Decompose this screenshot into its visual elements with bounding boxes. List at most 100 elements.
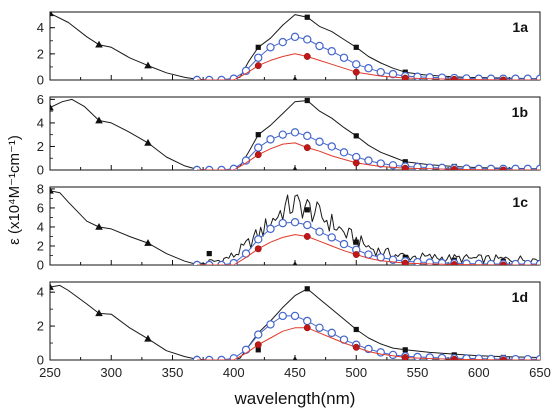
y-tick-label: 2: [37, 238, 44, 253]
y-tick-label: 0: [37, 163, 44, 178]
marker-open-circle: [376, 67, 385, 77]
marker-open-circle: [511, 259, 520, 265]
y-tick-label: 6: [37, 200, 44, 215]
marker-open-circle: [511, 354, 520, 360]
marker-open-circle: [413, 162, 422, 170]
marker-filled-circle: [303, 144, 311, 152]
marker-square: [402, 347, 408, 353]
y-tick-label: 4: [37, 285, 44, 300]
y-axis-title: ε (x10⁴M⁻¹cm⁻¹): [6, 135, 23, 245]
marker-open-circle: [339, 239, 349, 249]
marker-open-circle: [254, 143, 263, 152]
marker-filled-circle: [352, 68, 360, 76]
marker-open-circle: [535, 354, 540, 360]
marker-filled-circle: [303, 324, 311, 332]
marker-open-circle: [486, 74, 496, 80]
panel-1c: 0 2 4 6 8 1c: [37, 181, 541, 273]
marker-open-circle: [315, 137, 324, 146]
marker-open-circle: [254, 53, 263, 62]
marker-open-circle: [303, 316, 312, 326]
marker-open-circle: [364, 156, 373, 165]
marker-open-circle: [327, 142, 336, 151]
marker-open-circle: [205, 75, 214, 80]
y-tick-label: 8: [37, 181, 44, 196]
marker-open-circle: [535, 259, 540, 265]
marker-filled-circle: [352, 251, 360, 258]
panel-1b: 0 2 4 6 1b: [37, 92, 541, 178]
marker-triangle: [292, 356, 298, 360]
marker-open-circle: [266, 135, 275, 144]
marker-triangle: [50, 12, 54, 17]
x-tick-label: 250: [39, 365, 61, 380]
marker-filled-circle: [401, 259, 409, 265]
marker-triangle: [292, 261, 298, 265]
marker-open-circle: [254, 330, 263, 339]
panel-label-1c: 1c: [512, 194, 528, 210]
marker-square: [353, 239, 359, 245]
marker-open-circle: [437, 258, 447, 265]
marker-filled-circle: [450, 165, 458, 170]
panel-frame: [49, 11, 541, 81]
series-line-red: [197, 327, 540, 360]
marker-triangle: [95, 116, 103, 124]
panel-1a: 0 2 4 1a: [37, 11, 541, 88]
marker-filled-circle: [499, 261, 507, 265]
marker-square: [255, 132, 261, 138]
x-tick-label: 550: [407, 365, 429, 380]
plot-area: [50, 12, 540, 80]
marker-open-circle: [364, 64, 373, 73]
marker-open-circle: [278, 311, 287, 321]
marker-square: [353, 44, 359, 50]
marker-open-circle: [462, 164, 471, 170]
marker-open-circle: [474, 74, 483, 80]
x-tick-label: 300: [100, 365, 122, 380]
series-line-tri: [50, 190, 332, 265]
panel-label-1b: 1b: [512, 104, 528, 120]
marker-filled-circle: [450, 261, 458, 265]
marker-open-circle: [290, 128, 300, 137]
marker-filled-circle: [401, 164, 409, 170]
x-axis-title: wavelength(nm): [234, 389, 356, 408]
marker-triangle: [50, 187, 54, 194]
marker-filled-circle: [499, 76, 507, 80]
marker-filled-circle: [254, 245, 262, 253]
marker-open-circle: [425, 73, 434, 80]
y-tick-label: 0: [37, 353, 44, 368]
marker-triangle: [144, 239, 152, 246]
y-tick-label: 4: [37, 219, 44, 234]
marker-filled-circle: [254, 62, 262, 70]
marker-open-circle: [217, 75, 226, 80]
marker-square: [255, 44, 261, 50]
plot-area: [50, 187, 540, 265]
marker-open-circle: [315, 227, 324, 236]
marker-open-circle: [278, 218, 287, 228]
y-tick-label: 2: [37, 139, 44, 154]
marker-filled-circle: [303, 233, 311, 240]
marker-open-circle: [474, 164, 483, 170]
marker-open-circle: [303, 35, 312, 44]
x-tick-label: 500: [345, 365, 367, 380]
marker-open-circle: [290, 32, 300, 42]
marker-square: [304, 286, 310, 292]
marker-filled-circle: [401, 74, 409, 80]
marker-triangle: [292, 166, 298, 170]
marker-triangle: [50, 103, 54, 111]
marker-open-circle: [413, 352, 422, 360]
marker-filled-circle: [254, 341, 262, 349]
marker-filled-circle: [352, 343, 360, 351]
y-tick-label: 2: [37, 319, 44, 334]
marker-filled-circle: [450, 355, 458, 360]
marker-open-circle: [352, 60, 361, 69]
marker-open-circle: [290, 311, 300, 321]
series-line-black: [197, 288, 540, 360]
marker-triangle: [144, 61, 152, 69]
panel-1d: 0 2 4 1d 250 300 350 400 450 500 550 600 650: [37, 281, 551, 380]
marker-triangle: [95, 309, 103, 317]
marker-open-circle: [339, 53, 349, 62]
marker-open-circle: [266, 320, 275, 329]
panel-label-1d: 1d: [512, 289, 528, 305]
marker-open-circle: [327, 47, 336, 56]
marker-open-circle: [523, 259, 532, 265]
marker-filled-circle: [499, 356, 507, 360]
